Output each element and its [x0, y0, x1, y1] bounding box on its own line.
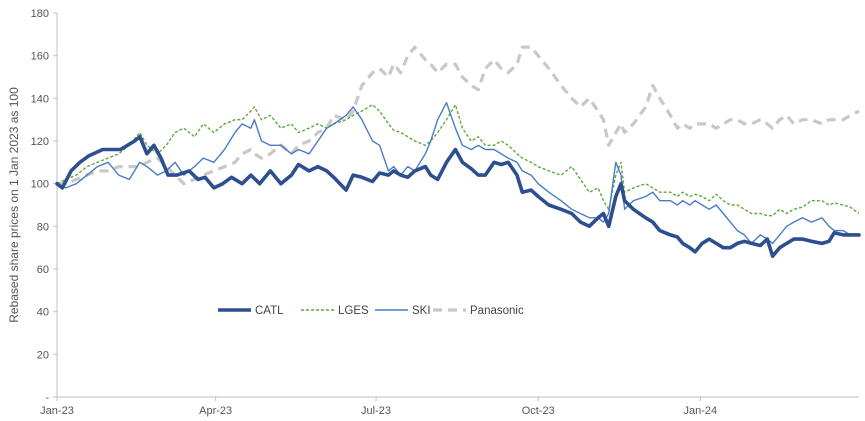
series-layer	[55, 45, 861, 258]
y-axis-ticks: - 20 40 60 80 100 120 140 160 180	[31, 8, 57, 404]
x-tick-label: Oct-23	[522, 405, 555, 417]
y-tick-label: 80	[37, 221, 49, 233]
x-tick-label: Jul-23	[361, 405, 391, 417]
y-tick-label: 160	[31, 51, 49, 63]
series-line-ski	[56, 101, 860, 245]
x-tick-label: Jan-24	[684, 405, 718, 417]
legend-label-ski: SKI	[412, 305, 431, 317]
y-tick-label: 120	[31, 136, 49, 148]
y-tick-label: 40	[37, 307, 49, 319]
y-tick-label: 60	[37, 264, 49, 276]
axes	[56, 13, 859, 398]
legend-label-panasonic: Panasonic	[470, 305, 524, 317]
x-axis-ticks: Jan-23 Apr-23 Jul-23 Oct-23 Jan-24	[40, 397, 717, 417]
y-axis-title: Rebased share prices on 1 Jan 2023 as 10…	[7, 87, 21, 323]
x-tick-label: Apr-23	[199, 405, 232, 417]
legend: CATL LGES SKI Panasonic	[218, 305, 524, 317]
y-tick-label: 100	[31, 179, 49, 191]
y-tick-label: -	[45, 392, 49, 404]
series-line-catl	[55, 134, 861, 258]
legend-label-lges: LGES	[338, 305, 369, 317]
y-tick-label: 140	[31, 93, 49, 105]
y-tick-label: 180	[31, 8, 49, 20]
series-line-panasonic	[57, 45, 860, 186]
y-tick-label: 20	[37, 349, 49, 361]
x-tick-label: Jan-23	[40, 405, 74, 417]
series-line-lges	[56, 104, 860, 217]
legend-label-catl: CATL	[255, 305, 284, 317]
